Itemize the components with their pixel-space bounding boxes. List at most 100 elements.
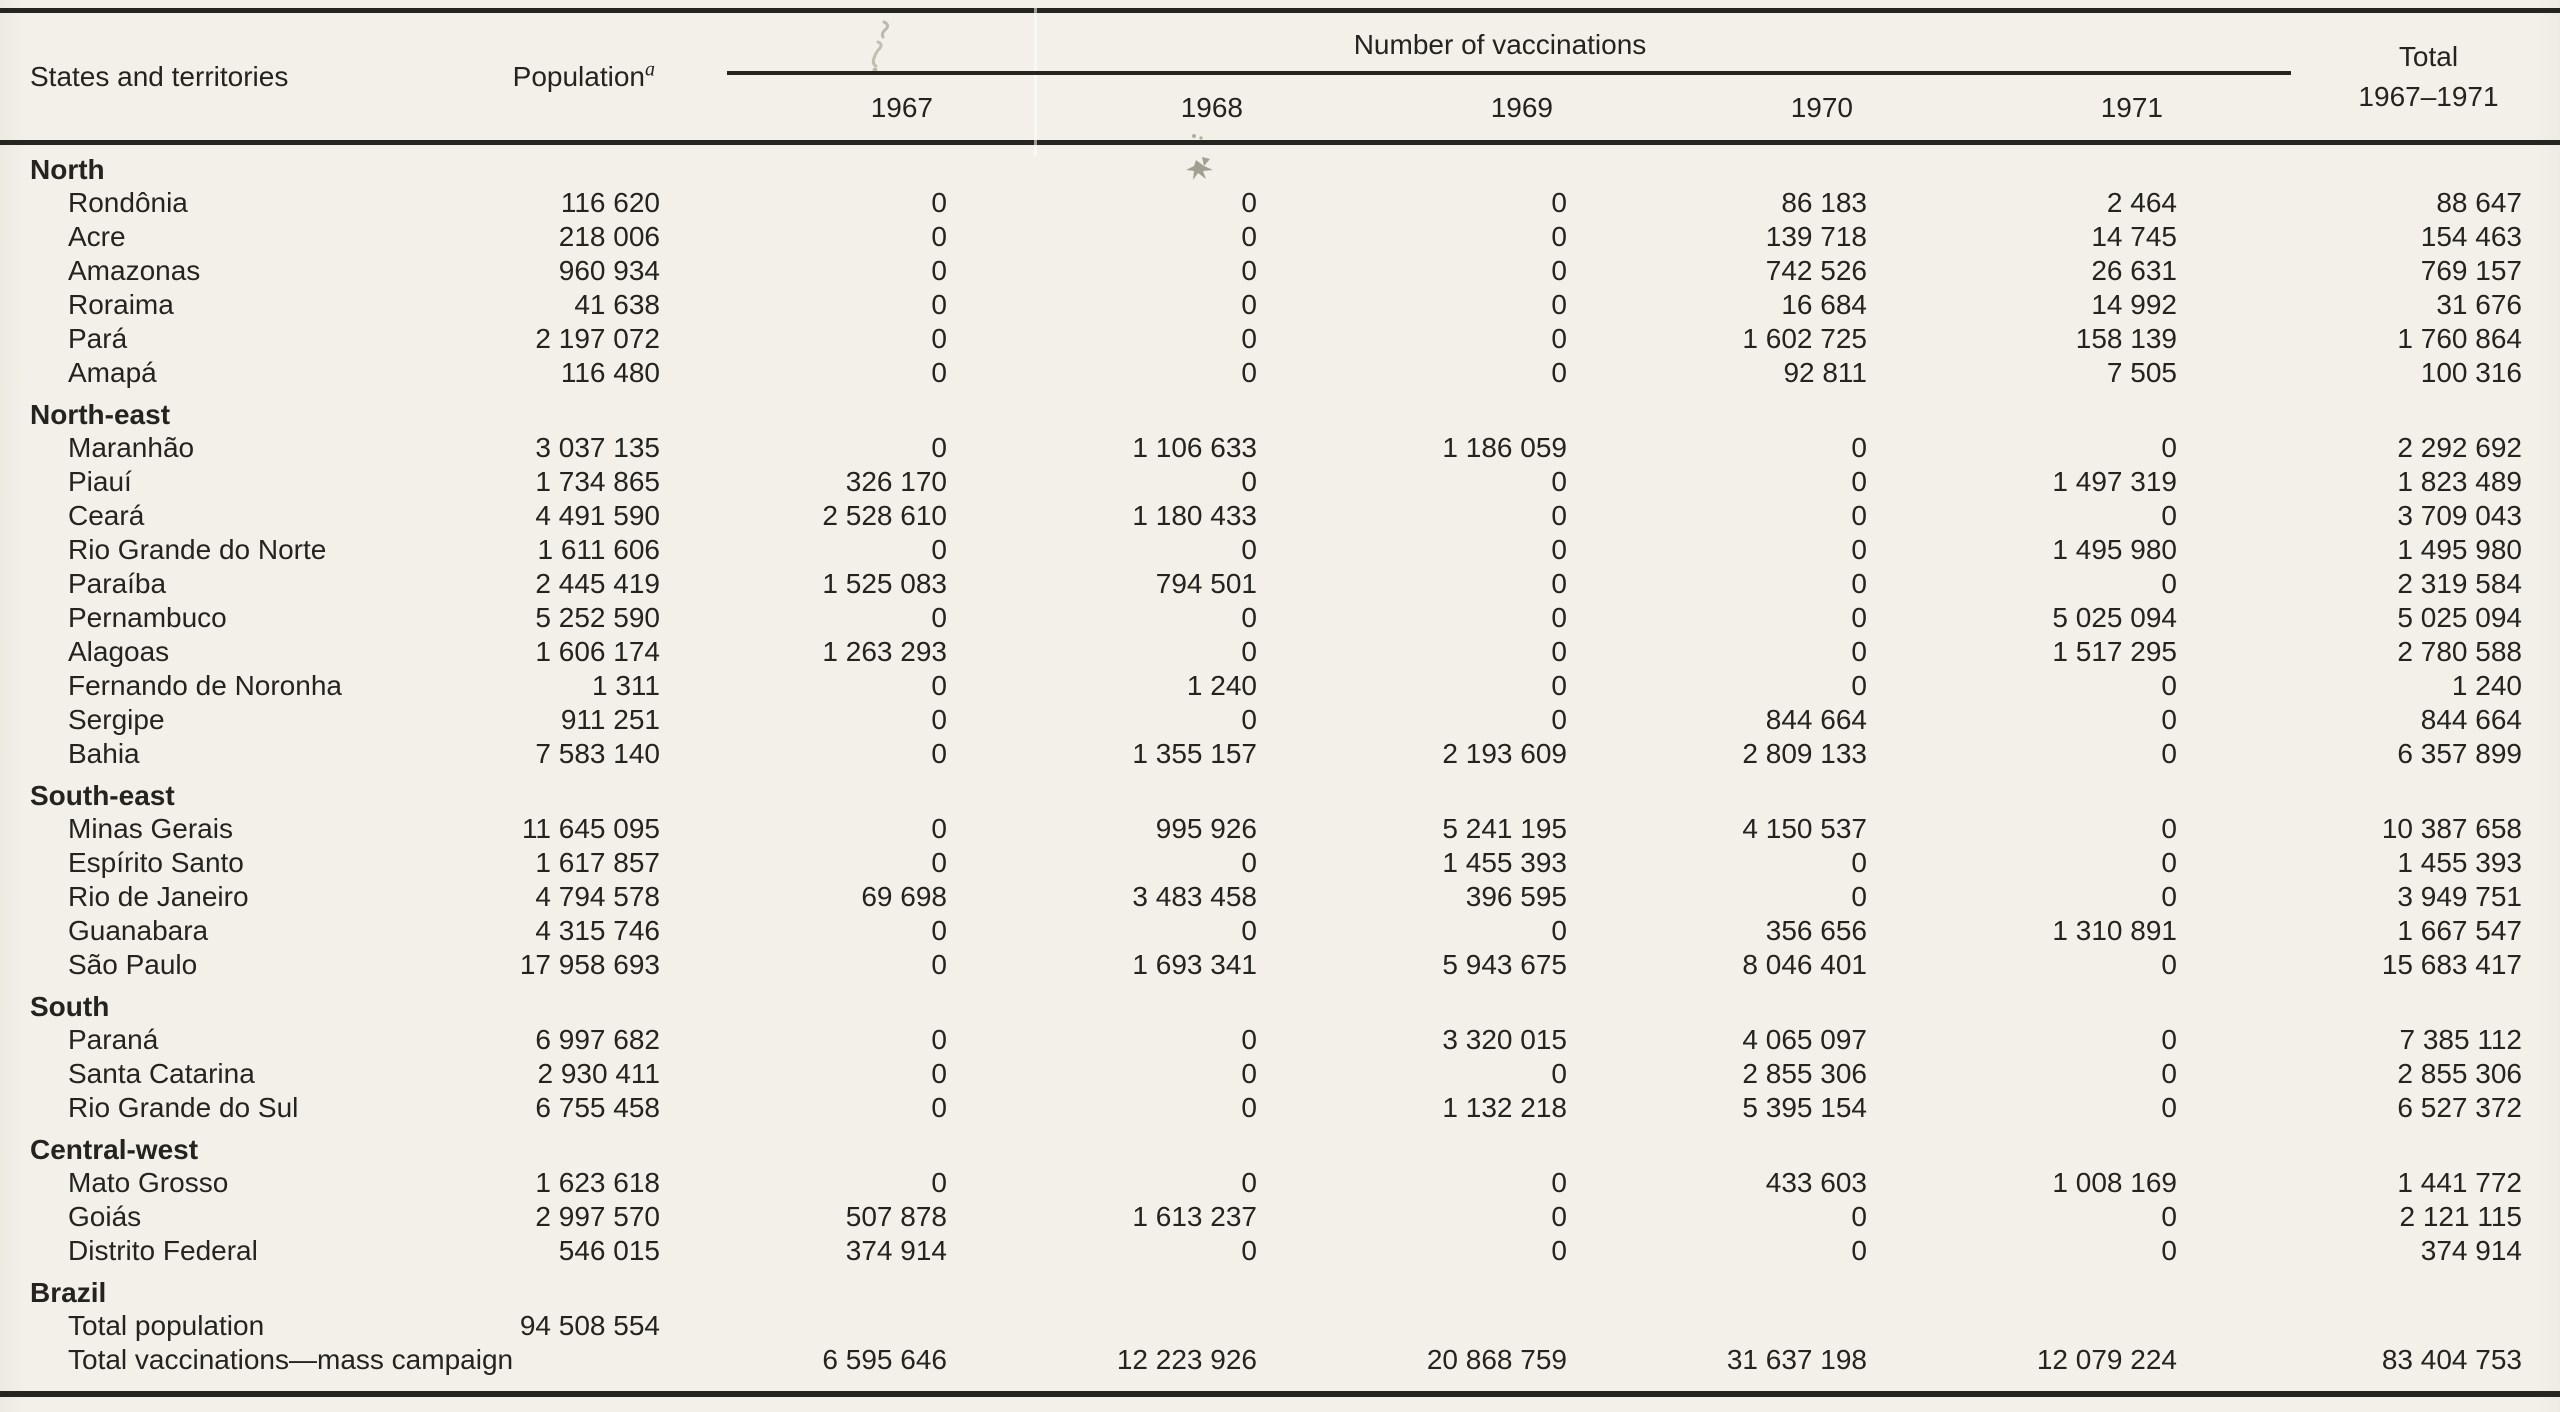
population-value: 2 930 411	[537, 1058, 661, 1089]
row-label: Rio Grande do Sul	[68, 1092, 299, 1123]
population-value: 2 997 570	[535, 1201, 660, 1232]
total-value: 1 823 489	[2397, 466, 2522, 497]
vaccinations-value-1970: 16 684	[1781, 289, 1867, 320]
vaccinations-value-1969: 0	[1551, 602, 1567, 633]
vaccinations-value-1967: 0	[931, 847, 947, 878]
vaccinations-value-1967: 0	[931, 1167, 947, 1198]
table-row: Paraíba 2 445 419 1 525 083 794 501 0 0 0 2 319…	[0, 567, 2560, 601]
table-row: Piauí 1 734 865 326 170 0 0 0 1 497 319 1 823 4…	[0, 465, 2560, 499]
vaccinations-value-1971: 0	[2161, 881, 2177, 912]
total-value: 2 292 692	[2397, 432, 2522, 463]
total-value: 3 709 043	[2397, 500, 2522, 531]
row-label: Paraíba	[68, 568, 167, 599]
vaccinations-value-1971: 158 139	[2075, 323, 2177, 354]
total-value: 374 914	[2420, 1235, 2522, 1266]
table-row: Espírito Santo 1 617 857 0 0 1 455 393 0 0 1 45…	[0, 846, 2560, 880]
vaccinations-value-1967: 0	[931, 289, 947, 320]
vaccinations-value-1968: 0	[1241, 1235, 1257, 1266]
row-label: Rondônia	[68, 187, 188, 218]
column-header-states: States and territories	[0, 10, 480, 145]
vaccinations-value-1967: 0	[931, 949, 947, 980]
vaccinations-value-1968: 995 926	[1155, 813, 1257, 844]
row-label: Amazonas	[68, 255, 201, 286]
population-value: 116 620	[560, 187, 660, 218]
vaccinations-value-1969: 3 320 015	[1442, 1024, 1567, 1055]
total-value: 83 404 753	[2381, 1344, 2522, 1375]
vaccinations-value-1968: 1 106 633	[1132, 432, 1257, 463]
section-name: South-east	[30, 780, 175, 811]
population-value: 1 734 865	[535, 466, 660, 497]
total-value: 15 683 417	[2381, 949, 2522, 980]
vaccinations-value-1969: 0	[1551, 636, 1567, 667]
footnote-marker: a	[645, 58, 655, 81]
column-group-vaccinations: Number of vaccinations	[665, 11, 2291, 75]
population-value: 11 645 095	[521, 813, 660, 844]
total-value: 31 676	[2436, 289, 2522, 320]
total-label-line1: Total	[2398, 41, 2459, 73]
vaccinations-value-1971: 0	[2161, 847, 2177, 878]
vaccinations-value-1967: 0	[931, 432, 947, 463]
vaccinations-value-1969: 5 241 195	[1442, 813, 1567, 844]
population-value: 960 934	[558, 255, 660, 286]
population-value: 41 638	[574, 289, 660, 320]
row-label: Santa Catarina	[68, 1058, 255, 1089]
column-header-1968: 1968	[955, 74, 1265, 145]
vaccinations-value-1967: 0	[931, 1058, 947, 1089]
table-row: Paraná 6 997 682 0 0 3 320 015 4 065 097 0 7 38…	[0, 1023, 2560, 1057]
table-row: Sergipe 911 251 0 0 0 844 664 0 844 664	[0, 703, 2560, 737]
section-name: South	[30, 991, 110, 1022]
vaccinations-value-1971: 14 745	[2091, 221, 2177, 252]
vaccinations-value-1971: 0	[2161, 1235, 2177, 1266]
vaccinations-value-1971: 12 079 224	[2036, 1344, 2177, 1375]
table-row: Pernambuco 5 252 590 0 0 0 0 5 025 094 5 025 09…	[0, 601, 2560, 635]
table-row: Mato Grosso 1 623 618 0 0 0 433 603 1 008 169 1…	[0, 1166, 2560, 1200]
population-value: 94 508 554	[519, 1310, 660, 1341]
vaccinations-value-1968: 794 501	[1155, 568, 1257, 599]
vaccinations-value-1967: 326 170	[845, 466, 947, 497]
vaccinations-value-1967: 0	[931, 704, 947, 735]
vaccinations-value-1968: 0	[1241, 221, 1257, 252]
row-label: Espírito Santo	[68, 847, 244, 878]
row-label: Amapá	[68, 357, 157, 388]
total-value	[2185, 1309, 2560, 1343]
vaccinations-value-1970: 0	[1851, 670, 1867, 701]
population-value: 218 006	[558, 221, 660, 252]
vaccinations-value-1970: 1 602 725	[1742, 323, 1867, 354]
total-value: 1 441 772	[2397, 1167, 2522, 1198]
table-row: Goiás 2 997 570 507 878 1 613 237 0 0 0 2 121 1…	[0, 1200, 2560, 1234]
vaccinations-value-1970: 8 046 401	[1742, 949, 1867, 980]
table-row: Total population 94 508 554	[0, 1309, 2560, 1343]
vaccinations-value-1970: 0	[1851, 1235, 1867, 1266]
column-header-1969: 1969	[1265, 74, 1575, 145]
column-header-1971: 1971	[1875, 74, 2185, 145]
table-row: Pará 2 197 072 0 0 0 1 602 725 158 139 1 760 86…	[0, 322, 2560, 356]
vaccinations-value-1970: 139 718	[1765, 221, 1867, 252]
section-header-row: North-east	[0, 390, 2560, 431]
total-value: 6 357 899	[2397, 738, 2522, 769]
vaccinations-value-1967: 0	[931, 915, 947, 946]
vaccinations-value-1971: 0	[2161, 432, 2177, 463]
total-value: 1 495 980	[2397, 534, 2522, 565]
population-value: 4 491 590	[535, 500, 660, 531]
section-header-row: Brazil	[0, 1268, 2560, 1309]
vaccinations-underline	[727, 70, 2291, 75]
vaccinations-value-1968: 0	[1241, 602, 1257, 633]
vaccinations-value-1969: 0	[1551, 221, 1567, 252]
row-label: Rio Grande do Norte	[68, 534, 327, 565]
vaccinations-value-1969: 0	[1551, 323, 1567, 354]
population-value: 1 617 857	[535, 847, 660, 878]
vaccinations-value-1969: 0	[1551, 357, 1567, 388]
table-row: Amazonas 960 934 0 0 0 742 526 26 631 769 157	[0, 254, 2560, 288]
vaccinations-value-1968: 12 223 926	[1116, 1344, 1257, 1375]
total-value: 100 316	[2420, 357, 2522, 388]
section-header-row: South-east	[0, 771, 2560, 812]
table-row: Rio de Janeiro 4 794 578 69 698 3 483 458 39…	[0, 880, 2560, 914]
total-value: 2 319 584	[2397, 568, 2522, 599]
vaccinations-value-1971: 0	[2161, 568, 2177, 599]
vaccinations-value-1970: 4 065 097	[1742, 1024, 1867, 1055]
row-label: Fernando de Noronha	[68, 670, 342, 701]
total-value: 88 647	[2436, 187, 2522, 218]
vaccinations-value-1971: 0	[2161, 1201, 2177, 1232]
row-label: Piauí	[68, 466, 132, 497]
vaccinations-value-1971: 1 310 891	[2052, 915, 2177, 946]
